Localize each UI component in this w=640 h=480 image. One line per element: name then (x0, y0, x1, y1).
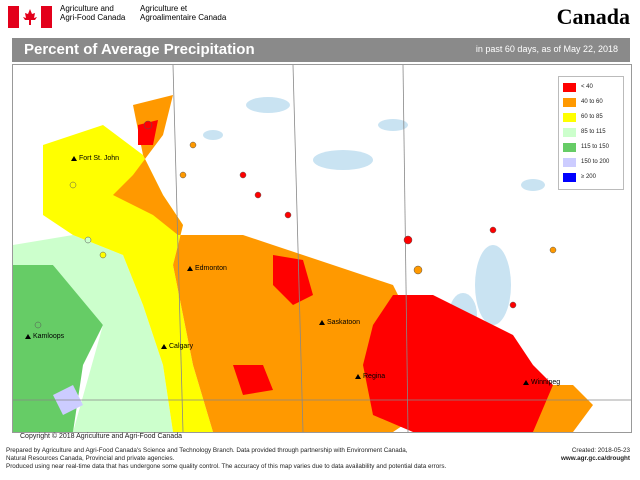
legend-label: < 40 (581, 84, 593, 90)
city-label: Saskatoon (327, 319, 361, 326)
region-60-85 (43, 125, 213, 432)
legend-label: ≥ 200 (581, 174, 596, 180)
org-name-fr: Agriculture et Agroalimentaire Canada (140, 4, 226, 22)
city-label: Edmonton (195, 265, 227, 272)
map-area: Fort St. John Edmonton Saskatoon Kamloop… (12, 64, 632, 433)
org-name-en: Agriculture and Agri-Food Canada (60, 4, 125, 22)
footer-line2: Natural Resources Canada, Provincial and… (6, 455, 175, 462)
footer-right: Created: 2018-05-23 www.agr.gc.ca/drough… (561, 447, 630, 463)
legend-swatch (563, 83, 576, 92)
legend-label: 150 to 200 (581, 159, 610, 165)
precipitation-map (13, 65, 631, 432)
org-en-line1: Agriculture and (60, 4, 114, 13)
region-under-40 (363, 295, 553, 432)
city-saskatoon: Saskatoon (319, 319, 360, 326)
legend-swatch (563, 173, 576, 182)
region-85-115 (13, 235, 173, 432)
legend-label: 85 to 115 (581, 129, 606, 135)
city-label: Kamloops (33, 333, 65, 340)
city-marker-icon (161, 343, 167, 349)
org-en-line2: Agri-Food Canada (60, 13, 126, 22)
city-winnipeg: Winnipeg (523, 379, 560, 386)
org-fr-line2: Agroalimentaire Canada (140, 13, 227, 22)
legend: < 40 40 to 60 60 to 85 85 to 115 115 to … (558, 76, 624, 190)
city-marker-icon (25, 333, 31, 339)
canada-flag-icon (8, 6, 52, 28)
drought-url[interactable]: www.agr.gc.ca/drought (560, 455, 630, 462)
legend-swatch (563, 113, 576, 122)
footer-notes: Prepared by Agriculture and Agri-Food Ca… (6, 447, 486, 471)
region-under-40-south (233, 365, 273, 395)
city-label: Fort St. John (79, 155, 120, 162)
org-fr-line1: Agriculture et (140, 4, 188, 13)
footer-line1: Prepared by Agriculture and Agri-Food Ca… (6, 447, 408, 454)
region-under-40-peace (138, 120, 158, 145)
city-marker-icon (71, 155, 77, 161)
city-marker-icon (355, 373, 361, 379)
city-regina: Regina (355, 373, 385, 380)
region-115-150 (13, 265, 103, 432)
city-marker-icon (319, 319, 325, 325)
legend-label: 40 to 60 (581, 99, 603, 105)
city-fort-st-john: Fort St. John (71, 155, 119, 162)
legend-label: 60 to 85 (581, 114, 603, 120)
created-date: Created: 2018-05-23 (571, 447, 630, 454)
city-marker-icon (523, 379, 529, 385)
map-subtitle: in past 60 days, as of May 22, 2018 (475, 44, 618, 54)
header: Agriculture and Agri-Food Canada Agricul… (0, 0, 640, 38)
city-label: Regina (363, 373, 386, 380)
copyright: Copyright © 2018 Agriculture and Agri-Fo… (20, 433, 182, 440)
city-edmonton: Edmonton (187, 265, 227, 272)
legend-swatch (563, 143, 576, 152)
city-label: Winnipeg (531, 379, 561, 386)
city-marker-icon (187, 265, 193, 271)
legend-swatch (563, 128, 576, 137)
map-title: Percent of Average Precipitation (24, 41, 255, 58)
province-borders (13, 65, 631, 432)
city-calgary: Calgary (161, 343, 193, 350)
city-kamloops: Kamloops (25, 333, 64, 340)
city-label: Calgary (169, 343, 194, 350)
canada-wordmark: Canada (556, 4, 630, 29)
title-band: Percent of Average Precipitation in past… (12, 38, 630, 62)
footer-line3: Produced using near real-time data that … (6, 463, 447, 470)
legend-label: 115 to 150 (581, 144, 609, 150)
legend-swatch (563, 158, 576, 167)
station-dots (34, 120, 557, 329)
legend-swatch (563, 98, 576, 107)
region-under-40-north (273, 255, 313, 305)
